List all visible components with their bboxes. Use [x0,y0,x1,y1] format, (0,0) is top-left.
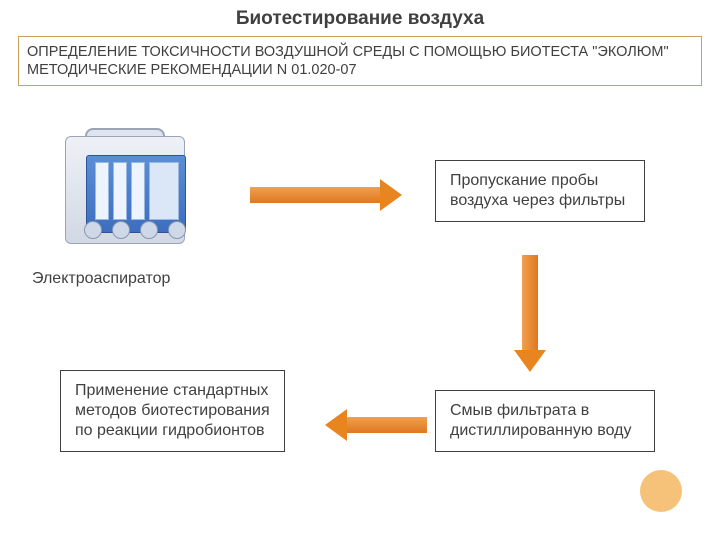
step-box-wash: Смыв фильтрата в дистиллированную воду [435,390,655,452]
arrow-device-to-filter [250,185,402,205]
arrow-filter-to-wash [520,255,540,372]
device-illustration [55,130,195,255]
subtitle-box: ОПРЕДЕЛЕНИЕ ТОКСИЧНОСТИ ВОЗДУШНОЙ СРЕДЫ … [18,36,702,86]
page-title: Биотестирование воздуха [0,0,720,34]
step-box-methods: Применение стандартных методов биотестир… [60,370,285,452]
step-box-filter: Пропускание пробы воздуха через фильтры [435,160,645,222]
decorative-circle [640,470,682,512]
device-label: Электроаспиратор [32,270,170,288]
arrow-wash-to-methods [325,415,427,435]
